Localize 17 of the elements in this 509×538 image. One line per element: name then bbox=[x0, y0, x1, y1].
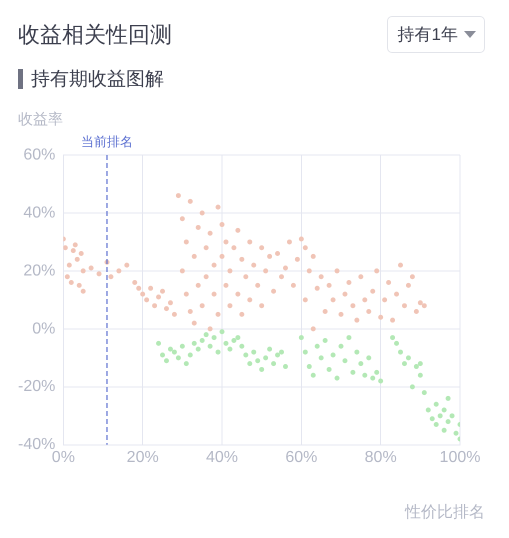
x-tick-label: 40% bbox=[206, 448, 238, 466]
y-tick-label: 40% bbox=[23, 204, 56, 222]
y-axis-title: 收益率 bbox=[18, 110, 63, 129]
x-tick-label: 0% bbox=[52, 448, 75, 466]
x-tick-label: 100% bbox=[440, 448, 480, 466]
y-tick-label: 0% bbox=[32, 320, 56, 338]
chart-subtitle: 持有期收益图解 bbox=[31, 68, 164, 92]
y-tick-label: -20% bbox=[18, 378, 56, 396]
text: 持有1年 bbox=[398, 24, 458, 46]
x-tick-label: 20% bbox=[126, 448, 159, 466]
y-tick-label: 20% bbox=[23, 262, 56, 280]
y-tick-label: 60% bbox=[23, 146, 56, 164]
ref-line-label: 当前排名 bbox=[80, 134, 133, 150]
x-tick-label: 60% bbox=[285, 448, 318, 466]
x-tick-label: 80% bbox=[364, 448, 397, 466]
x-axis-title: 性价比排名 bbox=[405, 502, 485, 523]
chart-title: 收益相关性回测 bbox=[18, 21, 172, 49]
